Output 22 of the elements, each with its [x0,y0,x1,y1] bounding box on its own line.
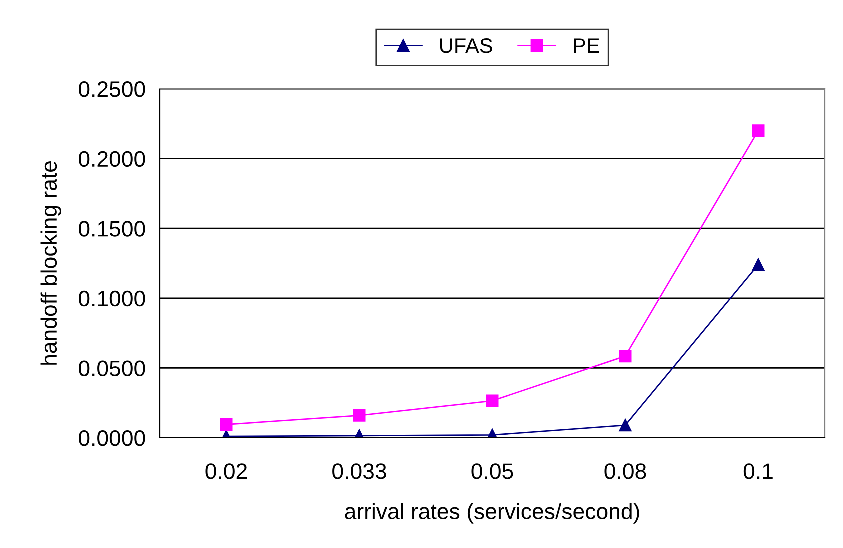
x-axis-title: arrival rates (services/second) [345,503,640,524]
y-tick-label: 0.0000 [79,430,146,446]
x-tick-label: 0.1 [744,464,773,480]
point [619,350,632,363]
x-tick-label: 0.02 [206,464,248,480]
y-tick-label: 0.2000 [79,151,146,168]
x-tick-label: 0.033 [332,464,386,480]
y-tick-label: 0.1000 [79,290,146,307]
x-tick-label: 0.08 [604,464,646,480]
y-tick-label: 0.1500 [79,221,146,237]
legend-label: UFAS [440,38,492,54]
y-tick-label: 0.0500 [79,360,146,376]
point [220,418,233,431]
point [752,124,765,138]
point [353,409,366,422]
legend-label: PE [574,38,600,54]
point [486,394,499,408]
point [619,419,632,432]
y-tick-label: 0.2500 [79,82,146,98]
point [752,258,765,272]
y-axis-title: handoff blocking rate [40,162,62,365]
x-tick-label: 0.05 [472,464,514,480]
